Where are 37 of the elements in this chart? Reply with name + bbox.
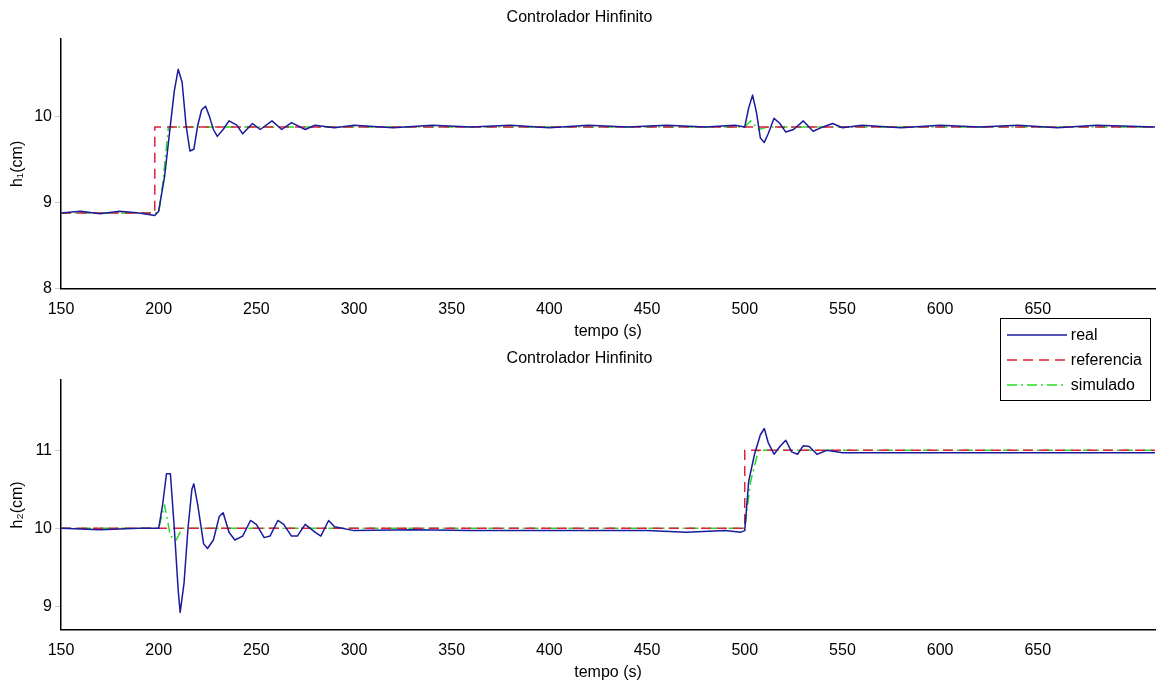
y-tick-label: 8	[43, 279, 53, 297]
x-tick-label: 300	[340, 299, 368, 317]
y-tick-label: 11	[35, 440, 53, 458]
x-tick-label: 350	[438, 299, 466, 317]
x-tick-label: 400	[536, 299, 563, 317]
x-tick-label: 650	[1024, 299, 1052, 317]
x-tick-label: 150	[47, 640, 75, 658]
x-axis-title: tempo (s)	[574, 321, 642, 339]
chart-title: Controlador Hinfinito	[506, 8, 653, 26]
y-tick-label: 10	[34, 107, 53, 125]
y-tick-label: 9	[43, 596, 53, 614]
x-tick-label: 300	[340, 640, 368, 658]
x-tick-label: 600	[926, 640, 954, 658]
x-axis-title: tempo (s)	[574, 662, 642, 680]
legend-label: simulado	[1070, 375, 1135, 394]
y-tick-label: 9	[43, 193, 53, 211]
legend-label: real	[1070, 325, 1098, 344]
x-tick-label: 600	[926, 299, 954, 317]
x-tick-label: 550	[829, 640, 856, 658]
y-axis-title: h₁(cm)	[8, 140, 26, 188]
x-tick-label: 400	[536, 640, 563, 658]
x-tick-label: 250	[243, 299, 270, 317]
y-axis-title: h₂(cm)	[8, 481, 26, 529]
x-tick-label: 650	[1024, 640, 1052, 658]
x-tick-label: 350	[438, 640, 466, 658]
x-tick-label: 200	[145, 299, 173, 317]
x-tick-label: 200	[145, 640, 173, 658]
x-tick-label: 450	[633, 640, 661, 658]
x-tick-label: 550	[829, 299, 856, 317]
y-tick-label: 10	[34, 518, 53, 536]
x-tick-label: 250	[243, 640, 270, 658]
x-tick-label: 500	[731, 640, 759, 658]
legend-label: referencia	[1070, 350, 1142, 369]
x-tick-label: 450	[633, 299, 661, 317]
x-tick-label: 500	[731, 299, 759, 317]
x-tick-label: 150	[47, 299, 75, 317]
chart-title: Controlador Hinfinito	[506, 349, 653, 367]
